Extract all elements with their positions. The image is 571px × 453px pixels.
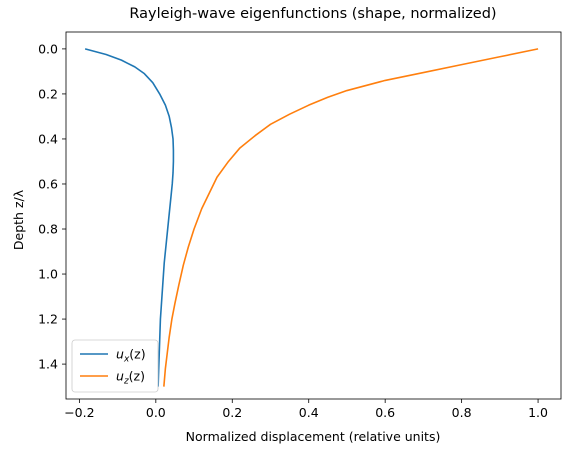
x-axis-label: Normalized displacement (relative units) xyxy=(186,429,441,444)
plot-area xyxy=(84,48,539,387)
plot-frame xyxy=(65,31,562,400)
y-tick-label: 1.2 xyxy=(38,312,58,327)
legend-label-z: uz(z) xyxy=(116,369,145,387)
y-tick-label: 1.0 xyxy=(38,267,58,282)
legend: ux(z) uz(z) xyxy=(71,339,159,393)
y-tick-label: 1.4 xyxy=(38,357,58,372)
y-tick-label: 0.4 xyxy=(38,131,58,146)
y-tick-label: 0.8 xyxy=(38,222,58,237)
series-line-x xyxy=(84,48,175,387)
chart-title: Rayleigh-wave eigenfunctions (shape, nor… xyxy=(129,6,496,22)
x-tick-label: 1.0 xyxy=(528,405,548,420)
x-tick-label: 0.4 xyxy=(299,405,319,420)
y-tick-label: 0.2 xyxy=(38,86,58,101)
y-axis: 0.0 0.2 0.4 0.6 0.8 1.0 1.2 1.4 xyxy=(38,41,66,372)
x-tick-label: 0.2 xyxy=(222,405,242,420)
series-line-z xyxy=(163,48,539,387)
x-tick-label: 0.0 xyxy=(146,405,166,420)
x-tick-label: 0.8 xyxy=(452,405,472,420)
legend-label-x: ux(z) xyxy=(116,347,146,365)
x-tick-label: 0.6 xyxy=(375,405,395,420)
y-axis-label: Depth z/λ xyxy=(11,189,26,250)
x-axis: −0.2 0.0 0.2 0.4 0.6 0.8 1.0 xyxy=(64,399,548,420)
legend-box xyxy=(71,339,159,393)
y-tick-label: 0.6 xyxy=(38,176,58,191)
y-tick-label: 0.0 xyxy=(38,41,58,56)
x-tick-label: −0.2 xyxy=(64,405,94,420)
